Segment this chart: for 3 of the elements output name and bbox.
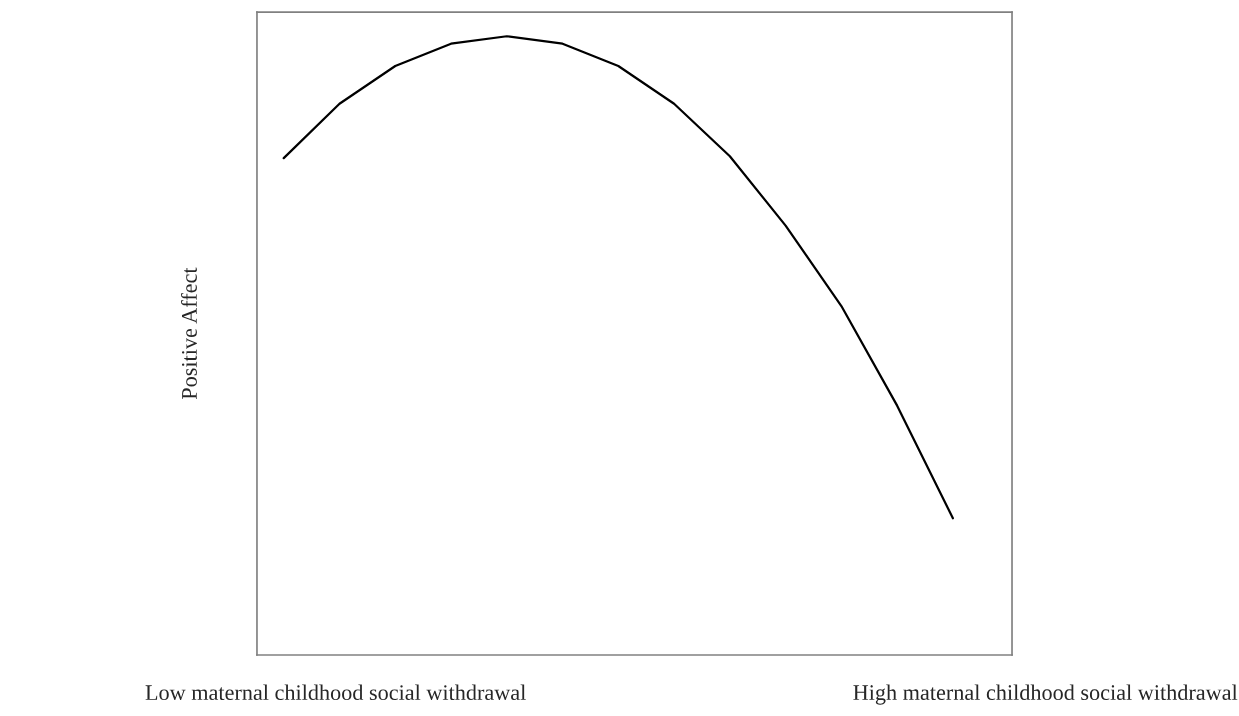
y-axis-title: Positive Affect bbox=[181, 267, 197, 400]
text: High maternal childhood social withdrawal bbox=[853, 684, 1238, 705]
text: Low maternal childhood social withdrawal bbox=[145, 684, 526, 701]
